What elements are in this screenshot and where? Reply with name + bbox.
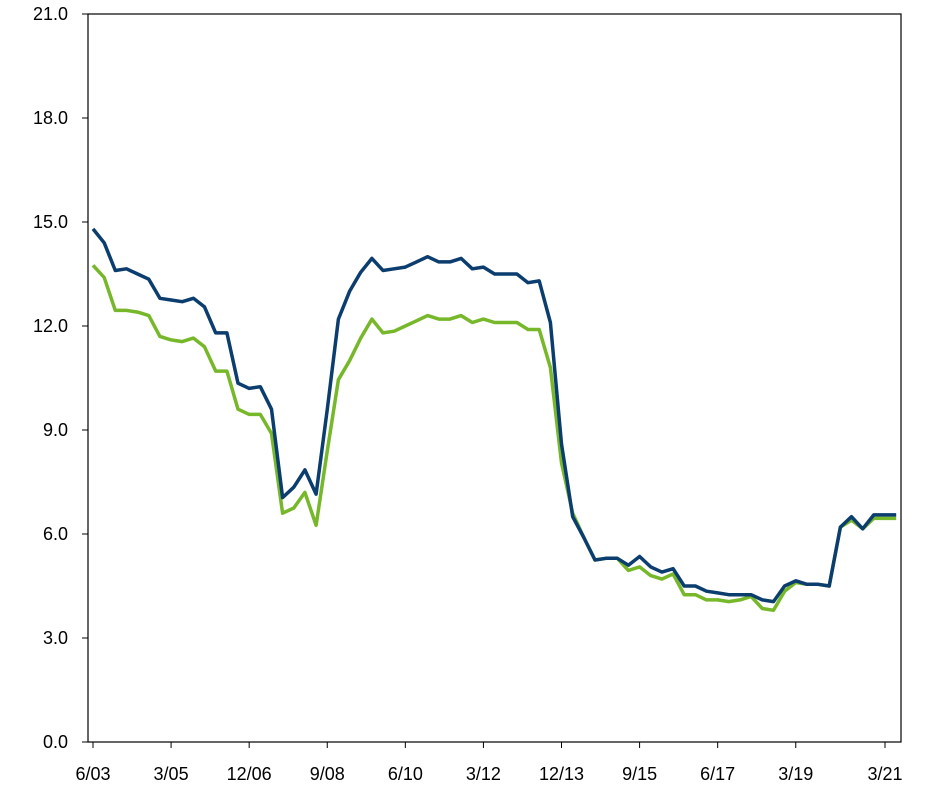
x-tick-label: 12/13 [539, 764, 584, 784]
x-tick-label: 6/03 [75, 764, 110, 784]
y-axis: 0.0 3.0 6.0 9.0 12.0 15.0 18.0 21.0 [33, 4, 88, 752]
x-tick-label: 9/15 [622, 764, 657, 784]
y-tick-label: 3.0 [43, 628, 68, 648]
y-tick-label: 21.0 [33, 4, 68, 24]
x-tick-label: 3/12 [466, 764, 501, 784]
x-tick-label: 3/19 [778, 764, 813, 784]
series-line-2 [91, 264, 897, 613]
y-tick-label: 15.0 [33, 212, 68, 232]
y-tick-label: 18.0 [33, 108, 68, 128]
x-tick-label: 12/06 [227, 764, 272, 784]
x-tick-label: 9/08 [310, 764, 345, 784]
x-tick-label: 3/21 [867, 764, 902, 784]
y-tick-label: 0.0 [43, 732, 68, 752]
plot-frame [87, 13, 902, 743]
y-tick-label: 12.0 [33, 316, 68, 336]
series-line-1 [91, 227, 897, 604]
x-tick-label: 6/10 [388, 764, 423, 784]
x-axis: 6/03 3/05 12/06 9/08 6/10 3/12 12/13 9/15 6/17 3/… [75, 742, 903, 784]
y-tick-label: 6.0 [43, 524, 68, 544]
series-layer [91, 227, 897, 613]
y-tick-label: 9.0 [43, 420, 68, 440]
x-tick-label: 3/05 [154, 764, 189, 784]
x-tick-label: 6/17 [700, 764, 735, 784]
